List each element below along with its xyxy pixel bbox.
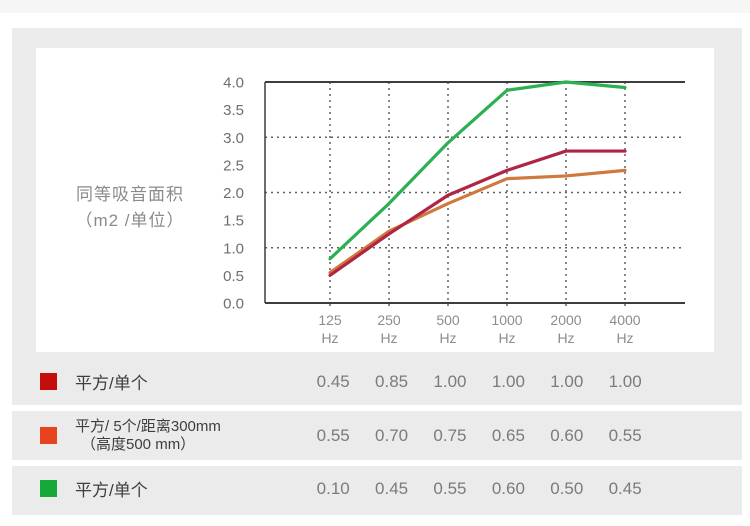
line-chart: 0.0 0.5 1.0 1.5 2.0 2.5 3.0 3.5 4.0 125 Hz 250 Hz 500…	[223, 75, 685, 346]
legend-swatch-red	[40, 373, 57, 390]
y-axis-tick-label: 0.0	[223, 296, 244, 313]
x-axis-tick-label: Hz	[616, 330, 633, 346]
value-cell: 0.55	[433, 478, 467, 498]
x-axis-tick-label: Hz	[557, 330, 574, 346]
value-cell: 1.00	[433, 371, 467, 391]
value-cell: 1.00	[491, 371, 525, 391]
x-axis-tick-label: Hz	[498, 330, 515, 346]
series-line-2	[328, 80, 627, 261]
y-axis-title: 同等吸音面积 （m2 /单位）	[40, 182, 220, 234]
row-label: 平方/单个	[75, 374, 148, 393]
row-values: 0.55 0.70 0.75 0.65 0.60 0.55	[304, 426, 654, 446]
y-axis-tick-label: 4.0	[223, 75, 244, 92]
series-line-0	[328, 149, 627, 277]
legend-swatch-orange	[40, 427, 57, 444]
table-row: 平方/单个 0.45 0.85 1.00 1.00 1.00 1.00	[12, 358, 742, 405]
x-axis-tick-label: 250	[377, 312, 401, 328]
row-label: 平方/ 5个/距离300mm （高度500 mm）	[75, 418, 221, 454]
table-row: 平方/单个 0.10 0.45 0.55 0.60 0.50 0.45	[12, 466, 742, 511]
value-cell: 0.10	[316, 478, 350, 498]
table-row: 平方/ 5个/距离300mm （高度500 mm） 0.55 0.70 0.75…	[12, 411, 742, 460]
x-axis-tick-label: Hz	[380, 330, 397, 346]
row-values: 0.10 0.45 0.55 0.60 0.50 0.45	[304, 479, 654, 499]
y-axis-tick-label: 1.5	[223, 213, 244, 230]
value-cell: 0.70	[375, 425, 409, 445]
value-cell: 0.85	[375, 371, 409, 391]
y-axis-tick-label: 0.5	[223, 268, 244, 285]
y-axis-tick-label: 2.5	[223, 157, 244, 174]
legend-swatch-green	[40, 480, 57, 497]
row-separator	[12, 405, 742, 411]
value-cell: 1.00	[608, 371, 642, 391]
x-axis-tick-label: 2000	[550, 312, 581, 328]
series-line-1	[328, 168, 627, 275]
x-axis-tick-label: 500	[436, 312, 460, 328]
value-cell: 0.45	[316, 371, 350, 391]
value-cell: 0.75	[433, 425, 467, 445]
x-axis-tick-label: 4000	[609, 312, 640, 328]
y-axis-tick-label: 3.5	[223, 102, 244, 119]
y-axis-tick-label: 2.0	[223, 185, 244, 202]
row-label-line1: 平方/ 5个/距离300mm	[75, 417, 221, 435]
value-cell: 0.65	[491, 425, 525, 445]
content-panel: 同等吸音面积 （m2 /单位） 0.0 0.5 1.0 1.5 2.0 2.5 3.0 3.5…	[12, 28, 742, 515]
value-cell: 0.45	[375, 478, 409, 498]
y-axis-title-line2: （m2 /单位）	[75, 211, 185, 230]
value-cell: 0.45	[608, 478, 642, 498]
y-axis-tick-label: 3.0	[223, 130, 244, 147]
top-strip	[0, 0, 750, 13]
value-cell: 0.55	[316, 425, 350, 445]
x-axis-tick-label: Hz	[321, 330, 338, 346]
value-cell: 1.00	[550, 371, 584, 391]
value-cell: 0.60	[550, 425, 584, 445]
x-axis-tick-label: Hz	[439, 330, 456, 346]
row-label-line2: （高度500 mm）	[81, 435, 196, 453]
value-cell: 0.60	[491, 478, 525, 498]
x-axis-tick-label: 1000	[491, 312, 522, 328]
chart-card: 同等吸音面积 （m2 /单位） 0.0 0.5 1.0 1.5 2.0 2.5 3.0 3.5…	[36, 48, 714, 352]
row-separator	[12, 460, 742, 466]
y-axis-title-line1: 同等吸音面积	[76, 185, 184, 204]
value-cell: 0.50	[550, 478, 584, 498]
y-axis-tick-label: 1.0	[223, 240, 244, 257]
row-label: 平方/单个	[75, 481, 148, 500]
value-cell: 0.55	[608, 425, 642, 445]
x-axis-tick-label: 125	[318, 312, 342, 328]
row-values: 0.45 0.85 1.00 1.00 1.00 1.00	[304, 372, 654, 392]
